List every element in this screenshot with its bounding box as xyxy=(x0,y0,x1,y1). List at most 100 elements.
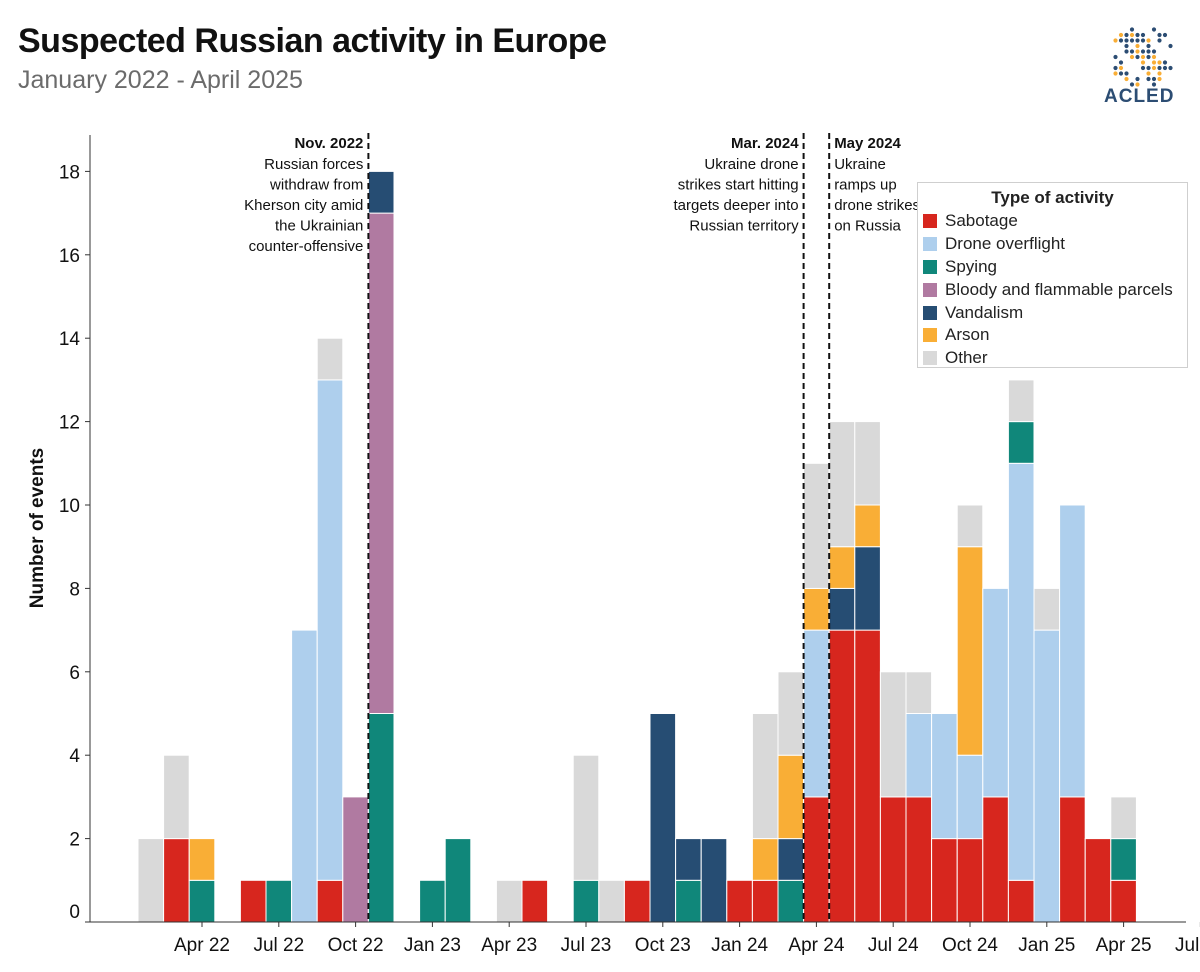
x-tick-label: Jul 25 xyxy=(1175,935,1200,956)
bar-segment xyxy=(137,838,165,923)
bar-segment xyxy=(316,379,344,881)
bar-segment xyxy=(572,879,600,923)
bar-segment xyxy=(291,629,318,923)
bar-segment xyxy=(905,671,933,714)
bar-segment xyxy=(1007,421,1035,464)
x-tick-label: Apr 25 xyxy=(1096,935,1152,956)
bar-segment xyxy=(1059,504,1086,798)
bar-segment xyxy=(649,713,677,923)
legend-swatch xyxy=(923,259,937,274)
bar-segment xyxy=(803,629,830,798)
bar-segment xyxy=(1007,879,1035,923)
bar-segment xyxy=(367,713,395,923)
bar-segment xyxy=(1110,838,1137,881)
y-tick-label: 6 xyxy=(69,663,80,684)
bar-segment xyxy=(675,838,702,881)
bar-segment xyxy=(419,879,446,923)
bar-segment xyxy=(342,796,369,923)
bar-segment xyxy=(675,879,702,923)
x-tick-label: Jan 25 xyxy=(1018,935,1075,956)
legend-swatch xyxy=(923,305,937,320)
bar-segment xyxy=(316,337,344,381)
bar-segment xyxy=(803,462,830,589)
legend-label: Bloody and flammable parcels xyxy=(945,279,1173,299)
x-tick-label: Jul 24 xyxy=(868,935,919,956)
bar-segment xyxy=(1084,838,1112,923)
legend-label: Spying xyxy=(945,256,997,276)
annotation-line: strikes start hitting xyxy=(678,177,799,194)
x-tick-label: Jan 24 xyxy=(711,935,768,956)
x-tick-label: Jul 23 xyxy=(561,935,612,956)
bar-segment xyxy=(828,587,856,631)
bar-segment xyxy=(1059,796,1086,923)
annotation-line: on Russia xyxy=(834,218,901,235)
axes-group: 0 2 4 6 8 10 12 14 16 18 Apr 22 Jul 22 Oct 22 Jan 23 A… xyxy=(27,135,1200,956)
event-lines-group xyxy=(367,133,831,922)
bar-segment xyxy=(1110,796,1137,840)
bar-segment xyxy=(751,713,779,840)
bar-segment xyxy=(495,879,523,923)
annotation-heading: Nov. 2022 xyxy=(294,135,363,152)
legend-item: Drone overflight xyxy=(918,233,1187,256)
bar-segment xyxy=(854,504,881,548)
legend-swatch xyxy=(923,351,937,366)
bar-segment xyxy=(956,504,984,548)
bar-segment xyxy=(1007,462,1035,881)
bar-segment xyxy=(598,879,625,923)
annotation-line: counter-offensive xyxy=(249,238,364,255)
annotation-line: the Ukrainian xyxy=(275,218,363,235)
bar-segment xyxy=(163,754,190,840)
legend-label: Sabotage xyxy=(945,211,1018,231)
bar-segment xyxy=(956,546,984,756)
x-tick-label: Oct 23 xyxy=(635,935,691,956)
legend-item: Bloody and flammable parcels xyxy=(918,278,1187,301)
bar-segment xyxy=(1033,629,1061,923)
annotation-line: Russian territory xyxy=(689,218,799,235)
bar-segment xyxy=(521,879,549,923)
bar-segment xyxy=(854,546,881,631)
bar-segment xyxy=(367,212,395,714)
bar-segment xyxy=(931,713,958,840)
legend-swatch xyxy=(923,237,937,252)
bar-segment xyxy=(828,546,856,589)
x-tick-label: Apr 22 xyxy=(174,935,230,956)
legend-label: Drone overflight xyxy=(945,234,1066,254)
annotation-line: targets deeper into xyxy=(674,197,799,214)
bar-segment xyxy=(188,838,216,881)
bar-segment xyxy=(777,754,805,840)
chart-title: Suspected Russian activity in Europe xyxy=(18,22,607,60)
y-tick-label: 4 xyxy=(69,746,80,767)
y-tick-label: 18 xyxy=(59,162,80,183)
legend-item: Arson xyxy=(918,324,1187,347)
bar-segment xyxy=(879,796,907,923)
x-tick-label: Jul 22 xyxy=(253,935,304,956)
bar-segment xyxy=(1007,379,1035,423)
bar-segment xyxy=(726,879,753,923)
bar-segment xyxy=(777,671,805,756)
annotation-line: Russian forces xyxy=(264,156,363,173)
bar-segment xyxy=(700,838,728,923)
bar-segment xyxy=(777,838,805,881)
x-tick-label: Oct 22 xyxy=(328,935,384,956)
legend-item: Vandalism xyxy=(918,301,1187,324)
annotation-line: Ukraine drone xyxy=(704,156,798,173)
legend-label: Arson xyxy=(945,325,990,345)
bar-segment xyxy=(854,629,881,923)
bar-segment xyxy=(444,838,472,923)
bar-segment xyxy=(931,838,958,923)
bar-segment xyxy=(623,879,651,923)
bar-segment xyxy=(188,879,216,923)
bar-segment xyxy=(854,421,881,506)
y-tick-label: 16 xyxy=(59,246,80,267)
logo-text: ACLED xyxy=(1104,86,1175,107)
legend-swatch xyxy=(923,282,937,297)
x-tick-label: Oct 24 xyxy=(942,935,998,956)
bars-group xyxy=(137,170,1137,923)
bar-segment xyxy=(751,838,779,881)
bar-segment xyxy=(803,796,830,923)
bar-segment xyxy=(265,879,293,923)
y-tick-label: 8 xyxy=(69,579,80,600)
x-tick-label: Apr 23 xyxy=(481,935,537,956)
bar-segment xyxy=(956,838,984,923)
